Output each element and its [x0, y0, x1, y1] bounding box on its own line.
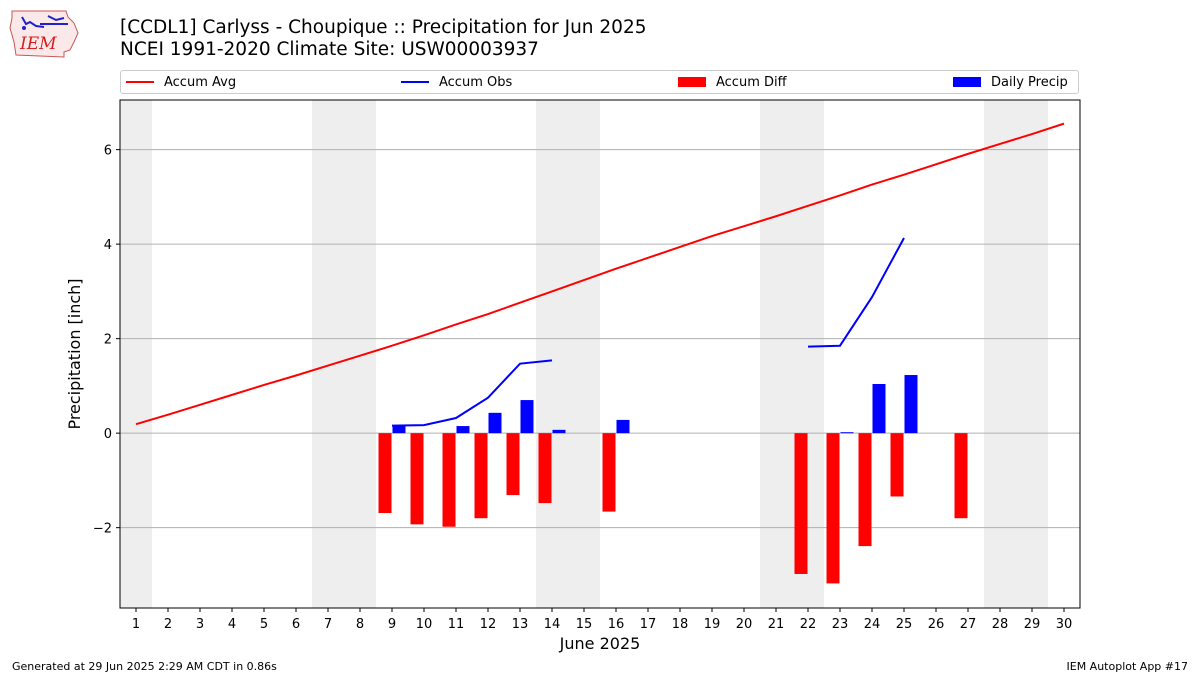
legend-swatch: [126, 81, 154, 83]
logo-text: IEM: [19, 34, 57, 54]
x-tick-label: 23: [832, 617, 849, 632]
x-tick-label: 28: [992, 617, 1009, 632]
x-tick-label: 16: [608, 617, 625, 632]
accum-diff-bar: [378, 433, 392, 514]
x-tick-label: 4: [228, 617, 236, 632]
weekend-shade: [568, 100, 600, 608]
legend-item-accum-avg: Accum Avg: [126, 71, 236, 93]
generated-timestamp: Generated at 29 Jun 2025 2:29 AM CDT in …: [12, 660, 277, 673]
legend-label: Accum Diff: [716, 74, 787, 90]
accum-diff-bar: [474, 433, 488, 519]
y-tick-label: 2: [104, 333, 112, 348]
x-tick-label: 2: [164, 617, 172, 632]
legend-swatch: [401, 81, 429, 83]
x-tick-label: 9: [388, 617, 396, 632]
x-tick-label: 19: [704, 617, 721, 632]
daily-precip-bar: [488, 412, 502, 434]
legend-label: Daily Precip: [991, 74, 1068, 90]
legend-swatch: [678, 77, 706, 87]
x-tick-label: 30: [1056, 617, 1073, 632]
x-tick-label: 8: [356, 617, 364, 632]
x-tick-label: 3: [196, 617, 204, 632]
daily-precip-bar: [904, 375, 918, 434]
x-tick-label: 7: [324, 617, 332, 632]
y-axis-label: Precipitation [inch]: [65, 278, 84, 429]
accum-obs-line: [391, 359, 553, 427]
legend-label: Accum Avg: [164, 74, 237, 90]
chart-title: [CCDL1] Carlyss - Choupique :: Precipita…: [120, 17, 647, 38]
legend-item-accum-obs: Accum Obs: [401, 71, 512, 93]
weekend-shade: [120, 100, 152, 608]
accum-diff-bar: [602, 433, 616, 512]
y-tick-label: 0: [104, 427, 112, 442]
y-tick-label: 4: [104, 238, 112, 253]
x-tick-label: 18: [672, 617, 689, 632]
chart-subtitle: NCEI 1991-2020 Climate Site: USW00003937: [120, 39, 539, 60]
accum-diff-bar: [410, 433, 424, 525]
x-tick-label: 1: [132, 617, 140, 632]
accum-obs-line: [807, 237, 905, 348]
y-tick-label: 6: [104, 144, 112, 159]
weekend-shade: [536, 100, 568, 608]
daily-precip-bar: [840, 432, 854, 434]
x-tick-label: 27: [960, 617, 977, 632]
accum-diff-bar: [794, 433, 808, 574]
x-tick-label: 15: [576, 617, 593, 632]
weekend-shade: [760, 100, 792, 608]
x-tick-label: 26: [928, 617, 945, 632]
daily-precip-bar: [616, 419, 630, 434]
legend-item-daily-precip: Daily Precip: [953, 71, 1068, 93]
daily-precip-bar: [456, 426, 470, 434]
x-tick-label: 22: [800, 617, 817, 632]
x-tick-label: 6: [292, 617, 300, 632]
x-tick-label: 20: [736, 617, 753, 632]
accum-diff-bar: [890, 433, 904, 497]
x-tick-label: 5: [260, 617, 268, 632]
weekend-shade: [344, 100, 376, 608]
accum-diff-bar: [442, 433, 456, 527]
daily-precip-bar: [520, 400, 534, 434]
x-tick-label: 10: [416, 617, 433, 632]
weekend-shade: [312, 100, 344, 608]
accum-diff-bar: [858, 433, 872, 547]
accum-diff-bar: [538, 433, 552, 504]
weather-station-icon: [21, 15, 68, 28]
y-tick-label: −2: [93, 522, 112, 537]
legend: Accum Avg Accum Obs Accum Diff Daily Pre…: [120, 70, 1079, 94]
daily-precip-bar: [552, 429, 566, 434]
legend-swatch: [953, 77, 981, 87]
accum-diff-bar: [506, 433, 520, 496]
daily-precip-bar: [872, 384, 886, 434]
x-tick-label: 21: [768, 617, 785, 632]
daily-precip-bar: [392, 425, 406, 434]
app-credit: IEM Autoplot App #17: [1066, 660, 1189, 673]
x-tick-label: 29: [1024, 617, 1041, 632]
weekend-shade: [984, 100, 1016, 608]
legend-item-accum-diff: Accum Diff: [678, 71, 787, 93]
x-tick-label: 11: [448, 617, 465, 632]
x-tick-label: 24: [864, 617, 881, 632]
x-tick-label: 17: [640, 617, 657, 632]
x-tick-label: 13: [512, 617, 529, 632]
x-axis-label: June 2025: [559, 634, 641, 653]
x-tick-label: 12: [480, 617, 497, 632]
iem-logo: IEM: [9, 10, 79, 58]
weekend-shade: [1016, 100, 1048, 608]
accum-diff-bar: [954, 433, 968, 519]
accum-diff-bar: [826, 433, 840, 584]
plot-frame: [119, 99, 1081, 609]
legend-label: Accum Obs: [439, 74, 513, 90]
x-tick-label: 25: [896, 617, 913, 632]
x-tick-label: 14: [544, 617, 561, 632]
accum-avg-line: [135, 122, 1065, 426]
